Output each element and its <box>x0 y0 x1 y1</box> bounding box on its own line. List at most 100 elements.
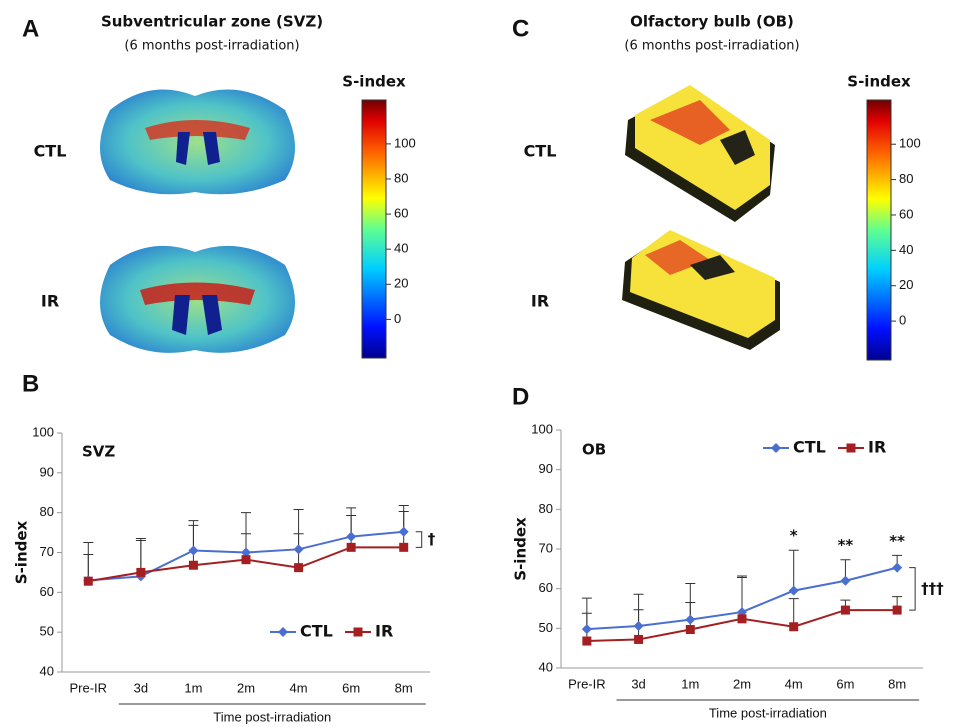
colorbar-tick-label: 100 <box>394 135 416 150</box>
x-tick-label: 4m <box>290 680 308 695</box>
data-point <box>789 622 798 631</box>
y-tick-label: 100 <box>32 424 54 439</box>
data-point <box>789 586 799 596</box>
row-label: CTL <box>34 142 67 161</box>
panel-title: Subventricular zone (SVZ) <box>101 13 323 31</box>
y-tick-label: 80 <box>539 501 553 516</box>
colorbar-title: S-index <box>342 73 406 91</box>
legend-label: CTL <box>793 438 826 457</box>
legend-marker <box>278 627 288 637</box>
x-tick-label: 8m <box>395 680 413 695</box>
legend-label: IR <box>375 622 393 641</box>
colorbar-tick-label: 20 <box>394 276 408 291</box>
data-point <box>189 561 198 570</box>
data-point <box>84 577 93 586</box>
data-point <box>685 615 695 625</box>
panel-subtitle: (6 months post-irradiation) <box>124 39 299 54</box>
bracket-label: ††† <box>921 579 944 597</box>
error-bar <box>188 525 198 565</box>
x-tick-label: 6m <box>342 680 360 695</box>
panel-label: D <box>512 383 529 410</box>
panel-label: B <box>22 370 39 397</box>
data-point <box>893 606 902 615</box>
data-point <box>582 637 591 646</box>
y-axis-title: S-index <box>13 520 31 584</box>
data-point <box>841 606 850 615</box>
x-tick-label: 3d <box>134 680 148 695</box>
y-tick-label: 90 <box>539 461 553 476</box>
panel-title: Olfactory bulb (OB) <box>630 13 794 31</box>
figure: A Subventricular zone (SVZ) (6 months post… <box>0 0 962 727</box>
y-axis-title: S-index <box>512 517 530 581</box>
colorbar-tick-label: 100 <box>899 136 921 151</box>
row-label: CTL <box>524 142 557 161</box>
significance-bracket <box>416 532 422 548</box>
significance-label: ** <box>889 532 905 550</box>
x-tick-label: 3d <box>631 676 645 691</box>
y-tick-label: 40 <box>40 663 54 678</box>
x-tick-label: 8m <box>888 676 906 691</box>
data-point <box>136 568 145 577</box>
colorbar-tick-label: 60 <box>899 206 913 221</box>
y-tick-label: 50 <box>539 620 553 635</box>
svz-ctl-image <box>100 90 295 195</box>
data-point <box>294 544 304 554</box>
data-point <box>188 546 198 556</box>
x-tick-label: Pre-IR <box>568 676 606 691</box>
x-axis-title: Time post-irradiation <box>709 705 827 720</box>
row-label: IR <box>531 292 549 311</box>
data-point <box>686 625 695 634</box>
colorbar-tick-label: 60 <box>394 206 408 221</box>
y-tick-label: 80 <box>40 504 54 519</box>
colorbar-tick-label: 80 <box>899 171 913 186</box>
legend-marker <box>354 628 363 637</box>
y-tick-label: 70 <box>539 540 553 555</box>
x-tick-label: 2m <box>237 680 255 695</box>
data-point <box>634 635 643 644</box>
significance-label: * <box>790 527 798 545</box>
data-point <box>738 614 747 623</box>
x-tick-label: 4m <box>785 676 803 691</box>
colorbar <box>867 100 891 360</box>
error-bar <box>789 550 799 590</box>
legend-label: IR <box>868 438 886 457</box>
colorbar-tick-label: 0 <box>899 313 906 328</box>
data-point <box>892 563 902 573</box>
bracket-label: † <box>428 530 436 548</box>
legend-marker <box>771 443 781 453</box>
y-tick-label: 50 <box>40 624 54 639</box>
significance-label: ** <box>838 536 854 554</box>
y-tick-label: 90 <box>40 464 54 479</box>
y-tick-label: 70 <box>40 544 54 559</box>
panel-label: A <box>22 15 39 42</box>
colorbar-tick-label: 80 <box>394 170 408 185</box>
colorbar-tick-label: 40 <box>899 242 913 257</box>
legend-label: CTL <box>300 622 333 641</box>
data-point <box>840 576 850 586</box>
data-point <box>582 624 592 634</box>
ob-ctl-image <box>625 85 775 222</box>
data-point <box>634 621 644 631</box>
x-tick-label: 6m <box>836 676 854 691</box>
y-tick-label: 100 <box>531 421 553 436</box>
data-point <box>399 527 409 537</box>
y-tick-label: 60 <box>539 580 553 595</box>
ob-ir-image <box>622 230 780 350</box>
panel-label: C <box>512 15 529 42</box>
legend-marker <box>847 444 856 453</box>
data-point <box>242 555 251 564</box>
y-tick-label: 40 <box>539 659 553 674</box>
chart-title: SVZ <box>82 443 115 461</box>
row-label: IR <box>41 292 59 311</box>
colorbar-tick-label: 0 <box>394 311 401 326</box>
data-point <box>346 532 356 542</box>
data-point <box>399 543 408 552</box>
y-tick-label: 60 <box>40 584 54 599</box>
x-axis-title: Time post-irradiation <box>213 709 331 724</box>
x-tick-label: 1m <box>681 676 699 691</box>
data-point <box>294 563 303 572</box>
error-bar <box>136 541 146 573</box>
panel-subtitle: (6 months post-irradiation) <box>624 39 799 54</box>
colorbar-tick-label: 40 <box>394 241 408 256</box>
colorbar <box>362 100 386 358</box>
